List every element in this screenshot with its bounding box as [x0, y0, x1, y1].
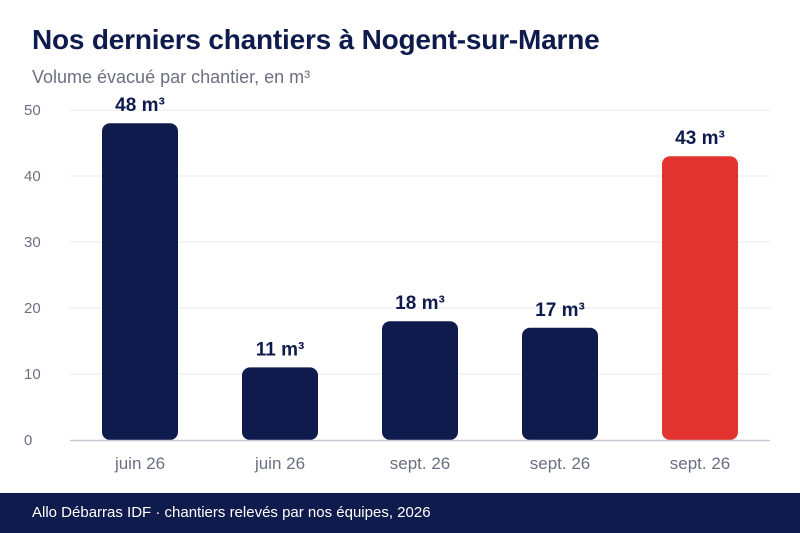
bar-value-label: 18 m³	[395, 293, 445, 314]
bar-value-label: 11 m³	[256, 339, 305, 360]
bar	[242, 367, 318, 440]
bar	[522, 327, 598, 440]
y-tick-label: 10	[24, 366, 41, 383]
y-axis-ticks: 0 10 20 30 40 50	[24, 102, 41, 449]
footer-source: Allo Débarras IDF · chantiers relevés pa…	[32, 504, 431, 521]
x-tick-label: sept. 26	[390, 454, 451, 473]
y-tick-label: 20	[24, 300, 41, 317]
x-tick-label: juin 26	[114, 454, 165, 473]
x-tick-label: sept. 26	[530, 454, 591, 473]
chart-subtitle: Volume évacué par chantier, en m³	[32, 67, 311, 87]
x-tick-label: juin 26	[254, 454, 305, 473]
bar	[662, 156, 738, 440]
x-axis-ticks: juin 26 juin 26 sept. 26 sept. 26 sept. 26	[114, 454, 730, 473]
bar	[102, 123, 178, 440]
bar-value-label: 48 m³	[115, 95, 165, 116]
value-labels: 48 m³ 11 m³ 18 m³ 17 m³ 43 m³	[115, 95, 725, 360]
footer-bar: Allo Débarras IDF · chantiers relevés pa…	[0, 493, 800, 533]
bar-value-label: 43 m³	[675, 128, 725, 149]
bar-chart: 0 10 20 30 40 50 48 m³ 11 m³ 18 m³ 17 m³ 43 m³ ju…	[24, 95, 770, 473]
y-tick-label: 0	[24, 432, 32, 449]
chart-title: Nos derniers chantiers à Nogent-sur-Marn…	[32, 24, 600, 55]
bar-value-label: 17 m³	[535, 300, 585, 321]
y-tick-label: 50	[24, 102, 41, 119]
y-tick-label: 30	[24, 234, 41, 251]
bars	[102, 123, 738, 440]
x-tick-label: sept. 26	[670, 454, 731, 473]
bar	[382, 321, 458, 440]
y-tick-label: 40	[24, 168, 41, 185]
